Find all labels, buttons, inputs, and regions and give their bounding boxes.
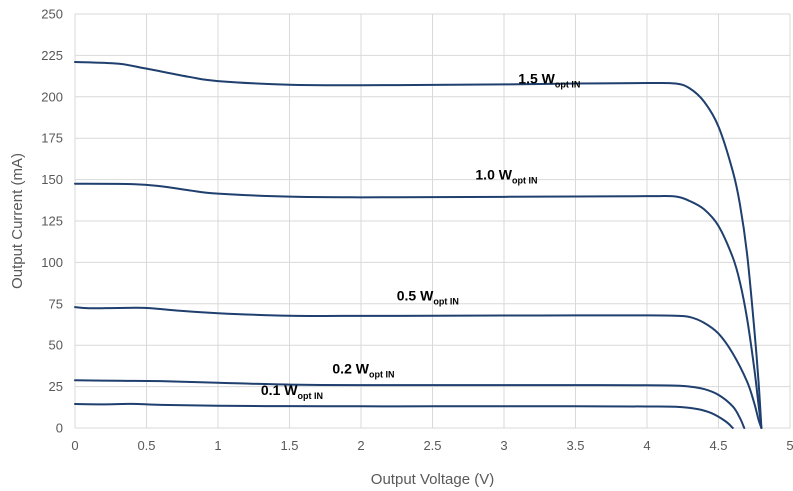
x-tick-label: 0 (71, 438, 78, 453)
series-label-main: 1.5 W (518, 71, 555, 87)
x-tick-label: 5 (786, 438, 793, 453)
y-axis-label: Output Current (mA) (9, 153, 26, 289)
y-tick-label: 75 (49, 296, 63, 311)
series-line-4 (74, 402, 734, 429)
y-tick-label: 100 (41, 255, 63, 270)
x-tick-label: 3 (500, 438, 507, 453)
x-tick-label: 4.5 (709, 438, 727, 453)
series-line-1 (74, 182, 763, 429)
x-tick-label: 2 (357, 438, 364, 453)
tick-labels: 0 25 50 75 100 125 150 175 200 225 250 0 0.5 1 1.5 2 2.5… (41, 7, 793, 454)
series-label-main: 0.1 W (261, 382, 298, 398)
y-tick-label: 150 (41, 172, 63, 187)
series-label-subscript: opt IN (433, 296, 459, 306)
series-label-subscript: opt IN (369, 369, 395, 379)
y-tick-label: 250 (41, 7, 63, 22)
series-label-main: 0.5 W (397, 287, 434, 303)
series-labels: 1.5 Wopt IN1.0 Wopt IN0.5 Wopt IN0.2 Wop… (261, 71, 580, 401)
y-tick-label: 175 (41, 131, 63, 146)
x-tick-label: 1.5 (280, 438, 298, 453)
series-label-main: 1.0 W (475, 167, 512, 183)
y-tick-label: 200 (41, 89, 63, 104)
series-line-0 (74, 61, 763, 429)
y-tick-label: 50 (49, 338, 63, 353)
series-label-3: 0.2 Wopt IN (332, 360, 394, 379)
series-label-2: 0.5 Wopt IN (397, 287, 459, 306)
x-axis-label: Output Voltage (V) (371, 471, 494, 488)
y-tick-label: 25 (49, 379, 63, 394)
series-label-subscript: opt IN (297, 391, 323, 401)
x-tick-label: 4 (643, 438, 650, 453)
series-label-main: 0.2 W (332, 360, 369, 376)
y-tick-label: 125 (41, 214, 63, 229)
x-tick-label: 3.5 (566, 438, 584, 453)
x-tick-label: 1 (214, 438, 221, 453)
x-tick-label: 2.5 (423, 438, 441, 453)
x-tick-label: 0.5 (137, 438, 155, 453)
series-label-4: 0.1 Wopt IN (261, 382, 323, 401)
series-line-2 (74, 306, 763, 429)
y-tick-label: 0 (56, 421, 63, 436)
series-label-0: 1.5 Wopt IN (518, 71, 580, 90)
series-lines (74, 61, 763, 429)
y-tick-label: 225 (41, 48, 63, 63)
series-label-subscript: opt IN (512, 176, 538, 186)
series-line-3 (74, 379, 746, 429)
grid-lines (74, 13, 791, 429)
series-label-1: 1.0 Wopt IN (475, 167, 537, 186)
series-label-subscript: opt IN (555, 80, 581, 90)
